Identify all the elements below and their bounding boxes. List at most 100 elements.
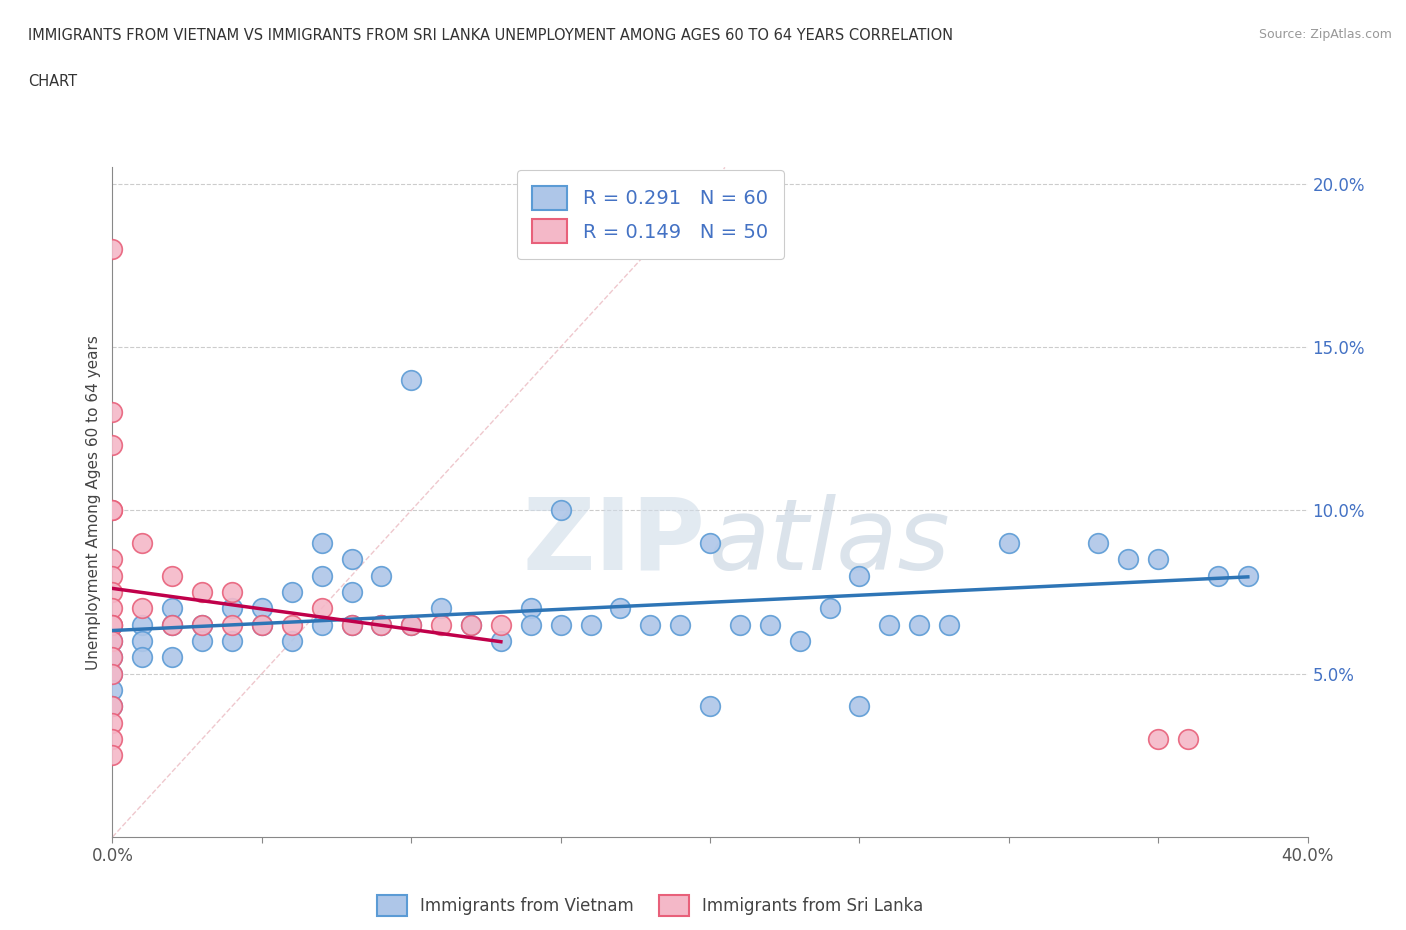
Point [131, 650, 153, 665]
Point [250, 618, 273, 632]
Point [131, 618, 153, 632]
Point [1237, 568, 1260, 583]
Point [311, 618, 333, 632]
Point [520, 601, 543, 616]
Point [1147, 732, 1170, 747]
Point [250, 618, 273, 632]
Point [250, 601, 273, 616]
Point [281, 618, 304, 632]
Point [101, 699, 124, 714]
Point [281, 585, 304, 600]
Point [101, 732, 124, 747]
Point [460, 618, 482, 632]
Point [162, 618, 183, 632]
Point [311, 536, 333, 551]
Point [728, 618, 751, 632]
Point [430, 601, 453, 616]
Point [221, 585, 243, 600]
Point [101, 748, 124, 763]
Point [221, 618, 243, 632]
Point [162, 601, 183, 616]
Point [848, 568, 870, 583]
Point [101, 618, 124, 632]
Point [370, 618, 392, 632]
Point [818, 601, 841, 616]
Point [101, 618, 124, 632]
Point [340, 551, 363, 566]
Point [340, 618, 363, 632]
Point [191, 618, 214, 632]
Point [401, 372, 423, 387]
Point [101, 715, 124, 730]
Point [131, 633, 153, 648]
Point [131, 536, 153, 551]
Point [101, 242, 124, 257]
Point [699, 699, 721, 714]
Point [789, 633, 811, 648]
Point [998, 536, 1021, 551]
Point [550, 503, 572, 518]
Point [1206, 568, 1229, 583]
Point [908, 618, 931, 632]
Point [221, 601, 243, 616]
Point [101, 551, 124, 566]
Point [699, 536, 721, 551]
Y-axis label: Unemployment Among Ages 60 to 64 years: Unemployment Among Ages 60 to 64 years [86, 335, 101, 670]
Text: IMMIGRANTS FROM VIETNAM VS IMMIGRANTS FROM SRI LANKA UNEMPLOYMENT AMONG AGES 60 : IMMIGRANTS FROM VIETNAM VS IMMIGRANTS FR… [28, 28, 953, 43]
Point [1118, 551, 1140, 566]
Point [101, 666, 124, 681]
Point [460, 618, 482, 632]
Point [101, 438, 124, 453]
Point [669, 618, 692, 632]
Text: atlas: atlas [709, 494, 950, 591]
Point [370, 618, 392, 632]
Point [401, 618, 423, 632]
Point [101, 666, 124, 681]
Point [401, 618, 423, 632]
Point [101, 585, 124, 600]
Point [101, 601, 124, 616]
Point [162, 568, 183, 583]
Point [1087, 536, 1109, 551]
Point [191, 585, 214, 600]
Legend: Immigrants from Vietnam, Immigrants from Sri Lanka: Immigrants from Vietnam, Immigrants from… [370, 889, 931, 923]
Point [101, 633, 124, 648]
Point [101, 618, 124, 632]
Point [162, 618, 183, 632]
Point [101, 405, 124, 419]
Point [162, 650, 183, 665]
Point [101, 699, 124, 714]
Point [489, 618, 512, 632]
Point [340, 618, 363, 632]
Point [340, 585, 363, 600]
Text: Source: ZipAtlas.com: Source: ZipAtlas.com [1258, 28, 1392, 41]
Point [101, 568, 124, 583]
Point [101, 503, 124, 518]
Point [101, 503, 124, 518]
Point [191, 618, 214, 632]
Point [370, 568, 392, 583]
Point [221, 633, 243, 648]
Point [191, 633, 214, 648]
Point [638, 618, 662, 632]
Text: ZIP: ZIP [523, 494, 706, 591]
Point [489, 633, 512, 648]
Point [101, 683, 124, 698]
Point [579, 618, 602, 632]
Point [131, 601, 153, 616]
Point [877, 618, 901, 632]
Point [1147, 551, 1170, 566]
Point [101, 650, 124, 665]
Point [550, 618, 572, 632]
Point [101, 633, 124, 648]
Point [609, 601, 631, 616]
Point [281, 633, 304, 648]
Text: CHART: CHART [28, 74, 77, 89]
Point [759, 618, 782, 632]
Point [848, 699, 870, 714]
Point [311, 601, 333, 616]
Point [311, 568, 333, 583]
Point [938, 618, 960, 632]
Point [101, 650, 124, 665]
Point [520, 618, 543, 632]
